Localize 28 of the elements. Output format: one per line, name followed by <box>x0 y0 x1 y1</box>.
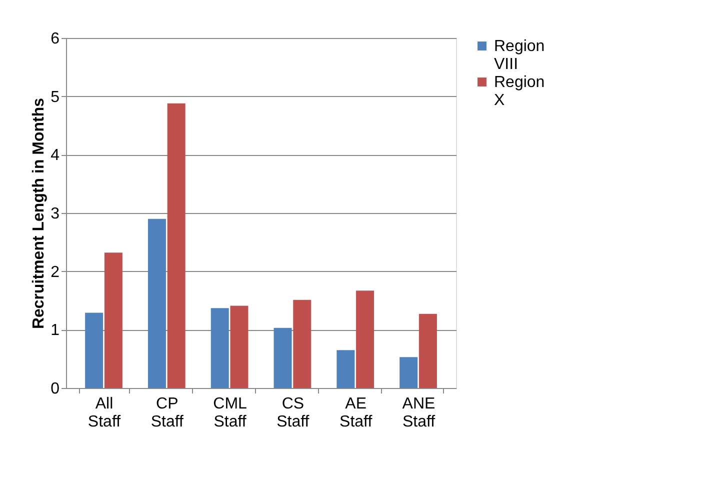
legend-label: Region X <box>494 74 545 109</box>
bar <box>336 350 355 388</box>
y-tick-label: 3 <box>50 206 60 222</box>
bar <box>104 252 122 388</box>
legend-label: Region VIII <box>494 38 545 73</box>
y-tick-label: 2 <box>50 264 60 281</box>
x-tick-label: All Staff <box>88 396 122 430</box>
bar <box>210 308 229 388</box>
x-tick-label: CP Staff <box>150 396 184 430</box>
bar <box>418 314 437 388</box>
bar <box>230 306 248 388</box>
y-tick-label: 0 <box>50 380 60 398</box>
x-tick-label: CML Staff <box>213 396 248 430</box>
y-tick-label: 1 <box>50 322 60 340</box>
bar <box>148 218 166 388</box>
bar <box>400 357 418 388</box>
bar <box>274 328 292 388</box>
x-tick-label: CS Staff <box>276 396 310 430</box>
y-axis-title: Recruitment Length in Months <box>30 98 48 330</box>
x-tick-label: ANE Staff <box>402 396 436 430</box>
bar <box>293 300 312 388</box>
y-tick-label: 4 <box>50 147 60 164</box>
bar <box>85 312 104 388</box>
x-tick-label: AE Staff <box>340 396 373 430</box>
y-tick-label: 5 <box>50 88 60 106</box>
bar <box>167 103 186 388</box>
bar <box>356 290 374 388</box>
y-tick-label: 6 <box>50 30 60 48</box>
